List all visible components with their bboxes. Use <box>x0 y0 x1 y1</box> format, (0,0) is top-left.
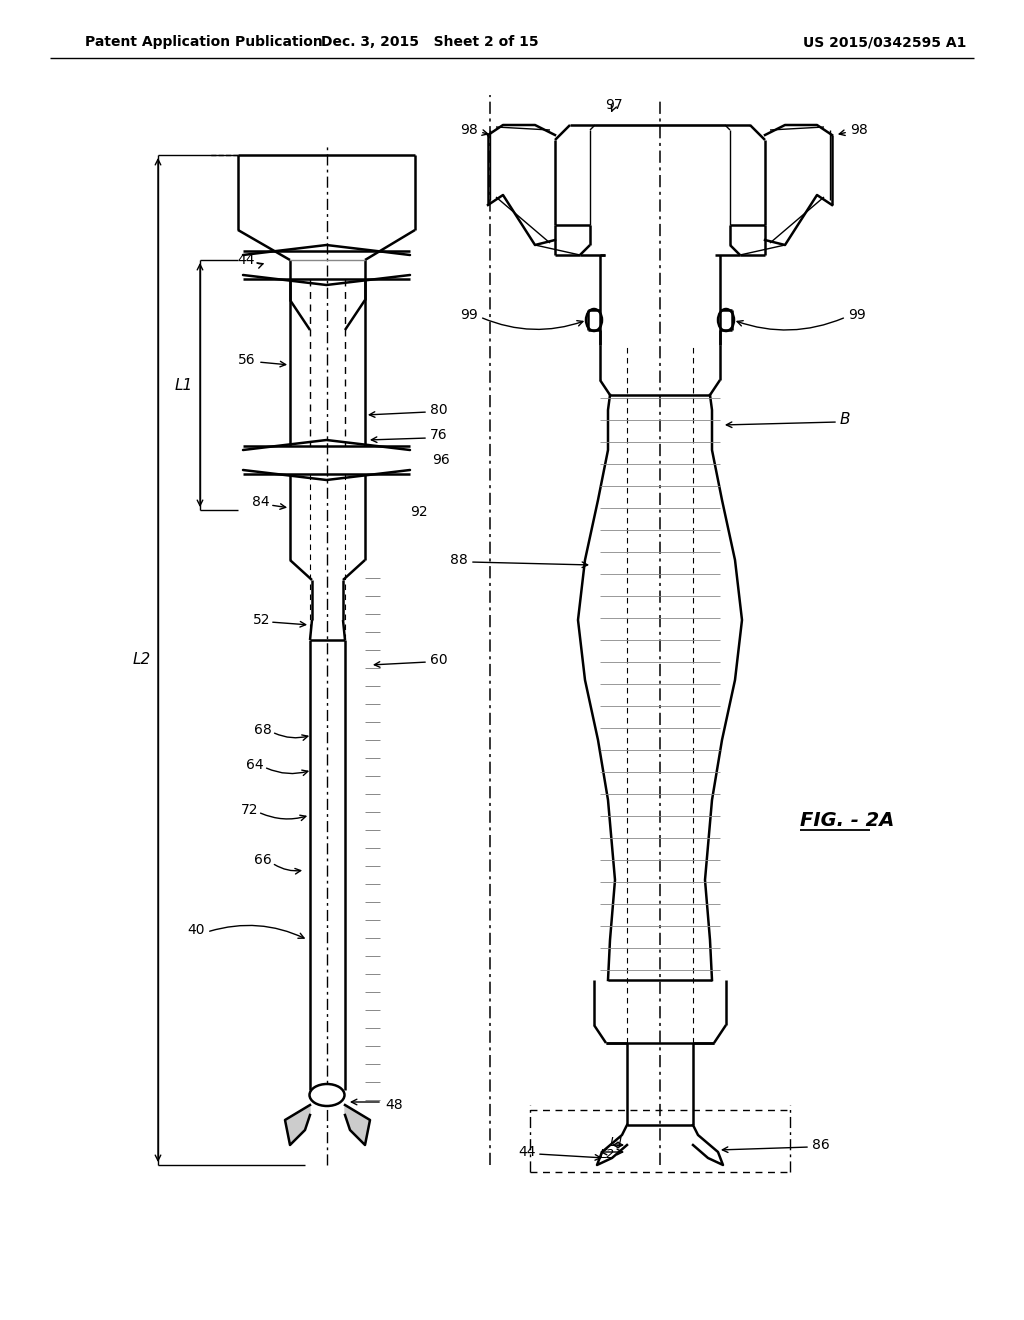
Text: Dec. 3, 2015   Sheet 2 of 15: Dec. 3, 2015 Sheet 2 of 15 <box>322 36 539 49</box>
Text: B: B <box>840 412 851 428</box>
Text: 76: 76 <box>430 428 447 442</box>
Text: 86: 86 <box>812 1138 829 1152</box>
Text: L2: L2 <box>133 652 152 668</box>
Text: L1: L1 <box>175 378 194 392</box>
Text: 80: 80 <box>430 403 447 417</box>
Text: 44: 44 <box>238 253 255 267</box>
Polygon shape <box>285 1105 310 1144</box>
Text: 96: 96 <box>432 453 450 467</box>
Text: 97: 97 <box>605 98 623 112</box>
Text: 88: 88 <box>451 553 468 568</box>
Polygon shape <box>345 1105 370 1144</box>
Text: 68: 68 <box>254 723 272 737</box>
Text: 92: 92 <box>410 506 428 519</box>
Text: 60: 60 <box>430 653 447 667</box>
Text: 44: 44 <box>518 1144 536 1159</box>
Text: 99: 99 <box>460 308 478 322</box>
Text: 48: 48 <box>385 1098 402 1111</box>
Text: 98: 98 <box>850 123 867 137</box>
Text: 40: 40 <box>187 923 205 937</box>
Text: 98: 98 <box>460 123 478 137</box>
Text: 64: 64 <box>247 758 264 772</box>
Ellipse shape <box>309 1084 344 1106</box>
Text: 84: 84 <box>252 495 270 510</box>
Text: FIG. - 2A: FIG. - 2A <box>800 810 894 829</box>
Text: US 2015/0342595 A1: US 2015/0342595 A1 <box>803 36 967 49</box>
Text: 99: 99 <box>848 308 865 322</box>
Text: Patent Application Publication: Patent Application Publication <box>85 36 323 49</box>
Text: 52: 52 <box>253 612 270 627</box>
Text: 56: 56 <box>239 352 256 367</box>
Text: 72: 72 <box>241 803 258 817</box>
Text: L2: L2 <box>599 1148 614 1162</box>
Text: L1: L1 <box>609 1135 625 1148</box>
Text: 66: 66 <box>254 853 272 867</box>
